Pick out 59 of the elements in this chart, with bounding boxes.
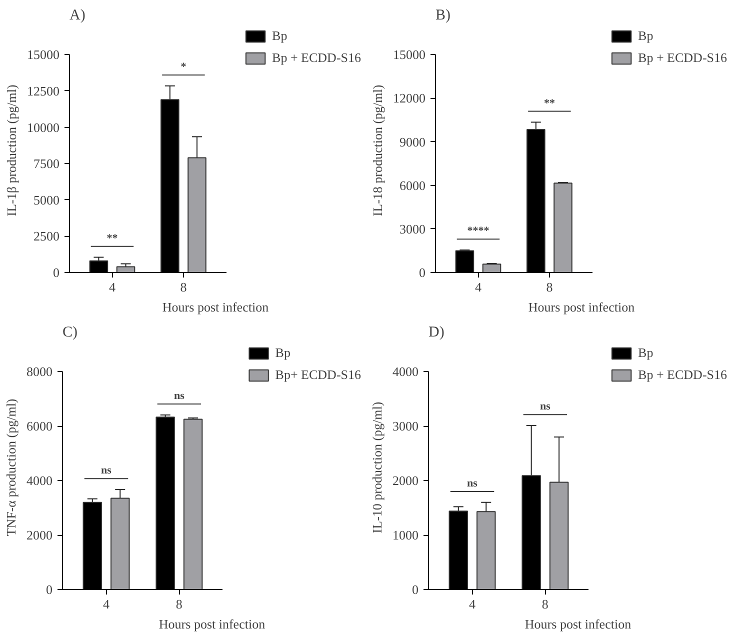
- y-tick-label: 12500: [27, 83, 60, 98]
- y-tick-label: 9000: [400, 134, 426, 150]
- legend-label: Bp + ECDD-S16: [638, 367, 727, 383]
- legend-label: Bp+ ECDD-S16: [275, 367, 361, 383]
- legend-label: Bp: [638, 28, 654, 44]
- x-axis-title: Hours post infection: [528, 300, 636, 314]
- y-tick-label: 1000: [392, 528, 418, 543]
- annotation: **: [544, 97, 556, 110]
- y-axis-title: IL-18 production (pg/ml): [370, 84, 385, 216]
- y-tick-label: 2500: [34, 228, 60, 244]
- y-tick-label: 4000: [392, 364, 418, 380]
- annotation: ****: [467, 225, 490, 238]
- y-tick-label: 0: [53, 265, 60, 280]
- y-tick-label: 15000: [27, 47, 60, 62]
- y-tick-label: 6000: [400, 178, 426, 193]
- x-tick-label: 4: [469, 596, 476, 612]
- x-tick-label: 8: [180, 280, 187, 294]
- legend-label: Bp + ECDD-S16: [272, 50, 361, 66]
- y-tick-label: 3000: [392, 418, 418, 434]
- legend-label: Bp: [275, 345, 292, 361]
- y-tick-label: 0: [46, 582, 52, 597]
- annotation: ns: [540, 400, 552, 413]
- x-axis-title: Hours post infection: [162, 300, 270, 314]
- chart-title: C): [62, 324, 78, 340]
- y-axis-title: IL-10 production (pg/ml): [370, 402, 384, 534]
- y-tick-label: 7500: [34, 156, 60, 172]
- annotation: ns: [467, 477, 478, 490]
- y-tick-label: 10000: [27, 120, 60, 135]
- y-tick-label: 8000: [26, 364, 52, 380]
- annotation: *: [180, 60, 187, 73]
- y-tick-label: 3000: [400, 221, 426, 236]
- legend-label: Bp + ECDD-S16: [638, 50, 727, 66]
- legend-label: Bp: [272, 28, 288, 44]
- annotation: ns: [174, 390, 186, 402]
- y-tick-label: 0: [412, 582, 418, 597]
- annotation: ns: [101, 464, 112, 477]
- x-axis-title: Hours post infection: [158, 616, 266, 632]
- x-tick-label: 8: [546, 280, 553, 294]
- chart-title: D): [428, 324, 444, 340]
- legend-label: Bp: [638, 345, 654, 361]
- y-tick-label: 4000: [26, 473, 52, 488]
- chart-title: B): [436, 8, 451, 24]
- y-tick-label: 6000: [26, 418, 52, 434]
- x-tick-label: 4: [108, 280, 116, 294]
- annotation: **: [106, 232, 118, 244]
- y-tick-label: 5000: [34, 192, 60, 208]
- y-tick-label: 2000: [392, 473, 418, 488]
- y-axis-title: TNF-α production (pg/ml): [4, 398, 18, 536]
- x-tick-label: 4: [474, 280, 482, 294]
- x-tick-label: 8: [176, 596, 182, 612]
- y-tick-label: 15000: [393, 47, 426, 62]
- chart-title: A): [70, 8, 86, 24]
- y-axis-title: IL-1β production (pg/ml): [4, 84, 19, 216]
- x-axis-title: Hours post infection: [524, 616, 632, 632]
- x-tick-label: 4: [103, 596, 110, 612]
- y-tick-label: 2000: [26, 528, 52, 543]
- y-tick-label: 12000: [393, 90, 426, 106]
- x-tick-label: 8: [542, 596, 548, 612]
- y-tick-label: 0: [419, 265, 426, 280]
